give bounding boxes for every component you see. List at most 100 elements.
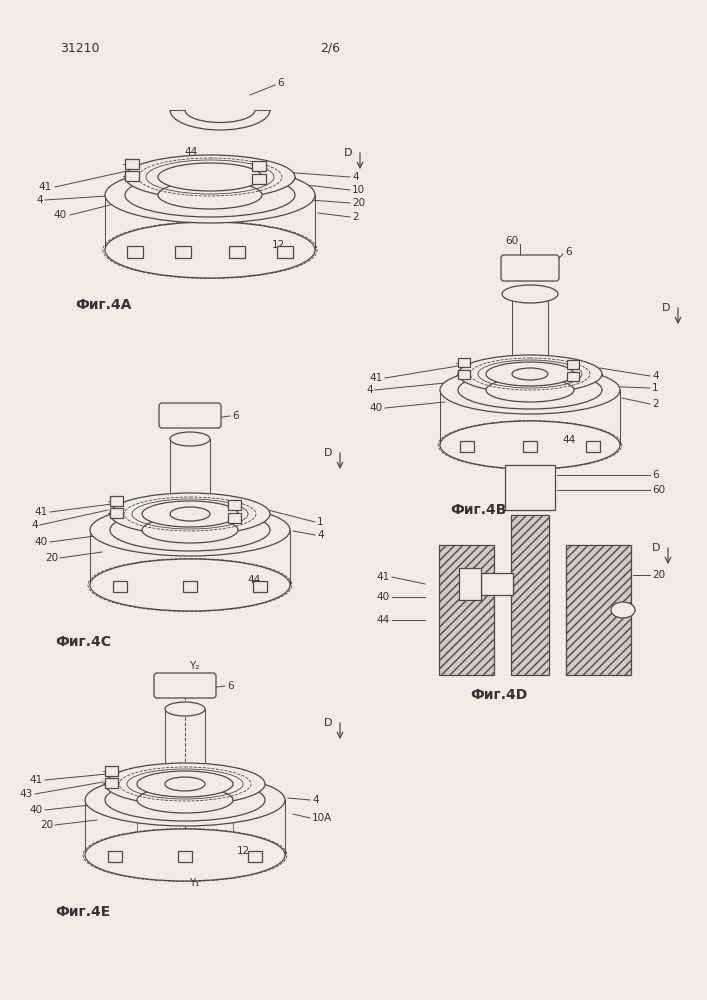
Text: 4: 4	[312, 795, 319, 805]
Ellipse shape	[512, 288, 548, 300]
Text: D: D	[651, 543, 660, 553]
Bar	[229, 246, 245, 258]
Text: 12: 12	[272, 240, 285, 250]
Ellipse shape	[125, 173, 295, 217]
Bar	[439, 545, 494, 675]
Ellipse shape	[486, 362, 574, 386]
Bar	[458, 370, 470, 379]
Bar	[505, 465, 555, 510]
Bar	[127, 246, 143, 258]
Bar	[458, 358, 470, 367]
Bar	[125, 159, 139, 169]
Text: 41: 41	[35, 507, 48, 517]
Ellipse shape	[90, 559, 290, 611]
Text: Фиг.4A: Фиг.4A	[75, 298, 132, 312]
Ellipse shape	[142, 501, 238, 527]
Text: 40: 40	[370, 403, 383, 413]
Bar	[105, 766, 118, 776]
Ellipse shape	[137, 787, 233, 813]
Text: 4: 4	[366, 385, 373, 395]
Ellipse shape	[153, 773, 217, 795]
Bar	[567, 372, 579, 381]
Text: 10A: 10A	[312, 813, 332, 823]
Ellipse shape	[165, 702, 205, 716]
Text: 41: 41	[39, 182, 52, 192]
Bar	[228, 500, 241, 510]
Text: 41: 41	[377, 572, 390, 582]
Text: 41: 41	[370, 373, 383, 383]
Bar	[252, 161, 266, 171]
Bar	[460, 441, 474, 452]
Text: 6: 6	[565, 247, 572, 257]
Bar	[110, 496, 123, 506]
Text: 4: 4	[317, 530, 324, 540]
Text: D: D	[344, 148, 352, 158]
Text: 60: 60	[652, 485, 665, 495]
Text: 20: 20	[45, 553, 58, 563]
Ellipse shape	[458, 355, 602, 393]
Text: 6: 6	[227, 681, 233, 691]
Ellipse shape	[125, 155, 295, 199]
Text: D: D	[324, 718, 332, 728]
FancyBboxPatch shape	[501, 255, 559, 281]
Text: 40: 40	[35, 537, 48, 547]
Text: 10: 10	[352, 185, 365, 195]
Bar	[566, 545, 631, 675]
Ellipse shape	[85, 829, 285, 881]
Text: 6: 6	[232, 411, 239, 421]
Ellipse shape	[85, 774, 285, 826]
Text: Y₁: Y₁	[189, 878, 199, 888]
Ellipse shape	[502, 285, 558, 303]
Text: 20: 20	[40, 820, 53, 830]
Ellipse shape	[165, 777, 205, 791]
Text: 40: 40	[30, 805, 43, 815]
Ellipse shape	[105, 167, 315, 223]
Text: 2: 2	[352, 212, 358, 222]
Text: 40: 40	[377, 592, 390, 602]
Text: 2/6: 2/6	[320, 41, 340, 54]
Bar	[228, 513, 241, 523]
Text: Фиг.4B: Фиг.4B	[450, 503, 506, 517]
Ellipse shape	[486, 378, 574, 402]
Ellipse shape	[105, 763, 265, 805]
Bar	[105, 778, 118, 788]
Ellipse shape	[105, 222, 315, 278]
Text: 4: 4	[352, 172, 358, 182]
Bar	[586, 441, 600, 452]
Bar	[511, 515, 549, 675]
Ellipse shape	[170, 432, 210, 446]
Text: D: D	[662, 303, 670, 313]
Bar	[137, 779, 233, 865]
Bar	[125, 171, 139, 181]
Bar	[110, 508, 123, 518]
Text: 41: 41	[30, 775, 43, 785]
Ellipse shape	[110, 509, 270, 551]
Text: 31210: 31210	[60, 41, 100, 54]
Bar	[108, 851, 122, 862]
Ellipse shape	[142, 517, 238, 543]
Text: 44: 44	[377, 615, 390, 625]
Ellipse shape	[90, 504, 290, 556]
Ellipse shape	[158, 503, 222, 525]
Text: 1: 1	[317, 517, 324, 527]
Ellipse shape	[110, 493, 270, 535]
Text: Y₂: Y₂	[189, 661, 199, 671]
Ellipse shape	[170, 507, 210, 521]
Ellipse shape	[440, 366, 620, 414]
Text: 4: 4	[36, 195, 43, 205]
Text: 60: 60	[505, 236, 518, 246]
Text: 20: 20	[652, 570, 665, 580]
Text: 20: 20	[352, 198, 365, 208]
Ellipse shape	[158, 181, 262, 209]
Bar	[113, 581, 127, 592]
Text: 6: 6	[652, 470, 659, 480]
Text: Фиг.4E: Фиг.4E	[55, 905, 110, 919]
Ellipse shape	[137, 771, 233, 797]
Text: 4: 4	[652, 371, 659, 381]
Text: D: D	[324, 448, 332, 458]
Ellipse shape	[512, 368, 548, 380]
Bar	[175, 246, 191, 258]
Text: 4: 4	[31, 520, 38, 530]
FancyBboxPatch shape	[154, 673, 216, 698]
Ellipse shape	[458, 371, 602, 409]
